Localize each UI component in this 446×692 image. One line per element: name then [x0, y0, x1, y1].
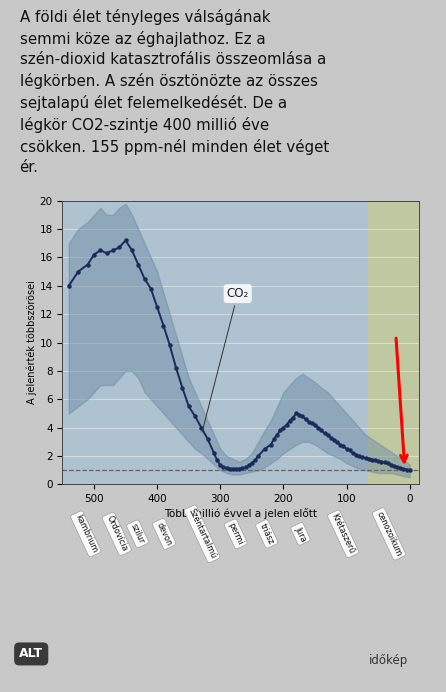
Text: permi: permi — [227, 521, 245, 547]
Text: triász: triász — [258, 522, 276, 546]
Text: devon: devon — [155, 520, 173, 547]
Text: A földi élet tényleges válságának
semmi köze az éghajlathoz. Ez a
szén-dioxid ka: A földi élet tényleges válságának semmi … — [20, 9, 329, 175]
Text: Ordovícia: Ordovícia — [104, 515, 129, 553]
Bar — [368, 201, 419, 484]
Y-axis label: A jelenérték többszörösei: A jelenérték többszörösei — [26, 280, 37, 405]
Text: Széntartalmú: Széntartalmú — [186, 507, 218, 561]
Text: szilur: szilur — [129, 522, 146, 545]
Text: Krétaszerű: Krétaszerű — [330, 512, 356, 556]
Bar — [62, 201, 368, 484]
Text: ALT: ALT — [19, 648, 43, 660]
Text: CO₂: CO₂ — [202, 287, 249, 432]
Text: Jura: Jura — [293, 525, 308, 543]
Text: cenozoikum: cenozoikum — [375, 510, 403, 558]
X-axis label: Több millió évvel a jelen előtt: Több millió évvel a jelen előtt — [164, 509, 318, 519]
Text: kambrium: kambrium — [73, 513, 99, 554]
Text: időkép: időkép — [368, 654, 408, 668]
